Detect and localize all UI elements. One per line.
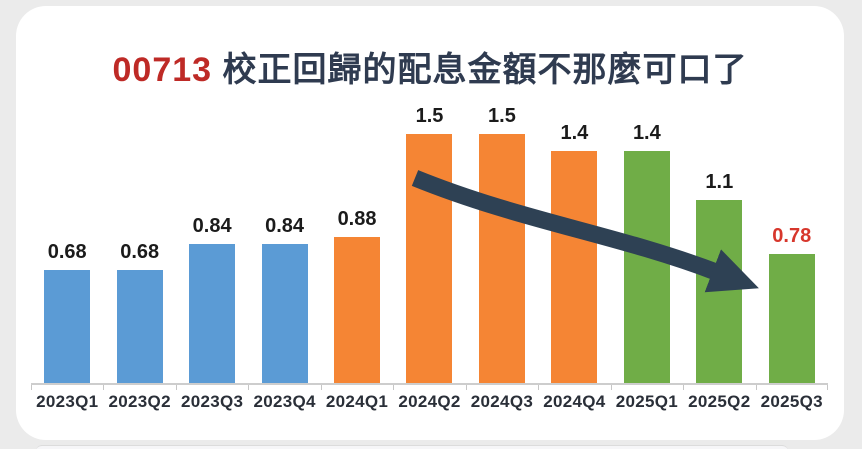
bar-value-label: 0.88 [337, 208, 377, 230]
next-card-edge [36, 445, 788, 449]
bar-value-label: 0.68 [120, 241, 160, 263]
bar-value-label: 1.5 [488, 105, 516, 127]
axis-tick [175, 385, 177, 390]
bar-value-label: 1.5 [415, 105, 444, 127]
title-text: 校正回歸的配息金額不那麼可口了 [222, 51, 748, 89]
x-axis-label: 2025Q1 [615, 392, 678, 411]
bar-value-label: 1.1 [705, 171, 734, 193]
x-axis-label: 2023Q4 [253, 392, 316, 411]
x-axis-label: 2023Q3 [180, 392, 244, 411]
x-axis-label: 2024Q3 [470, 392, 534, 411]
chart-card: 00713 校正回歸的配息金額不那麼可口了 0.68 0.68 0.84 0.84 0.… [16, 6, 844, 440]
axis-tick [103, 385, 105, 390]
bar [261, 244, 308, 383]
bar-value-label: 0.78 [772, 225, 812, 247]
bar [623, 151, 670, 383]
bar-column: 0.88 [321, 100, 393, 383]
axis-tick [393, 385, 395, 390]
ticker-code: 00713 [112, 51, 213, 89]
bar-column: 1.5 [393, 100, 465, 383]
bar-column: 1.4 [611, 100, 683, 383]
bar-value-label: 1.4 [560, 122, 589, 144]
x-axis-label: 2025Q3 [760, 392, 823, 411]
axis-tick [320, 385, 322, 390]
bar [189, 244, 236, 383]
bar-value-label: 0.68 [47, 241, 87, 263]
bar-column: 0.68 [103, 100, 175, 383]
bar-column: 0.84 [176, 100, 248, 383]
bar [768, 254, 815, 383]
axis-tick [683, 385, 685, 390]
bar-column: 1.1 [683, 100, 755, 383]
bar [406, 134, 453, 383]
axis-tick [31, 385, 32, 390]
bar [116, 270, 163, 383]
bar [334, 237, 381, 383]
bar [551, 151, 598, 383]
chart-title: 00713 校正回歸的配息金額不那麼可口了 [16, 42, 844, 91]
x-axis-label: 2023Q2 [108, 392, 171, 411]
bar-column: 1.4 [538, 100, 610, 383]
x-axis-label: 2025Q2 [688, 392, 751, 411]
x-axis-label: 2024Q4 [543, 392, 606, 411]
x-axis-label: 2023Q1 [36, 392, 99, 411]
x-axis-ticks [31, 385, 828, 390]
bar-value-label: 0.84 [265, 215, 305, 237]
bar [44, 270, 91, 383]
axis-tick [465, 385, 467, 390]
axis-tick [610, 385, 612, 390]
axis-tick [248, 385, 250, 390]
bar-column: 0.84 [248, 100, 320, 383]
bar-chart: 0.68 0.68 0.84 0.84 0.88 1.5 1.5 1.4 1.4 1.1 0.78 … [31, 100, 828, 412]
bar [478, 134, 525, 383]
bar-value-label: 0.84 [192, 215, 232, 237]
bar-value-label: 1.4 [632, 122, 661, 144]
bar [696, 200, 743, 383]
bar-column: 1.5 [466, 100, 538, 383]
axis-tick [538, 385, 540, 390]
axis-tick [827, 385, 828, 390]
plot-area: 0.68 0.68 0.84 0.84 0.88 1.5 1.5 1.4 1.4 1.1 0.78 [31, 100, 828, 385]
x-axis-label: 2024Q2 [398, 392, 461, 411]
x-axis-label: 2024Q1 [325, 392, 389, 411]
axis-tick [755, 385, 757, 390]
x-axis-labels: 2023Q1 2023Q2 2023Q3 2023Q4 2024Q1 2024Q2 2024… [31, 392, 828, 412]
bar-column: 0.78 [756, 100, 828, 383]
bar-column: 0.68 [31, 100, 103, 383]
